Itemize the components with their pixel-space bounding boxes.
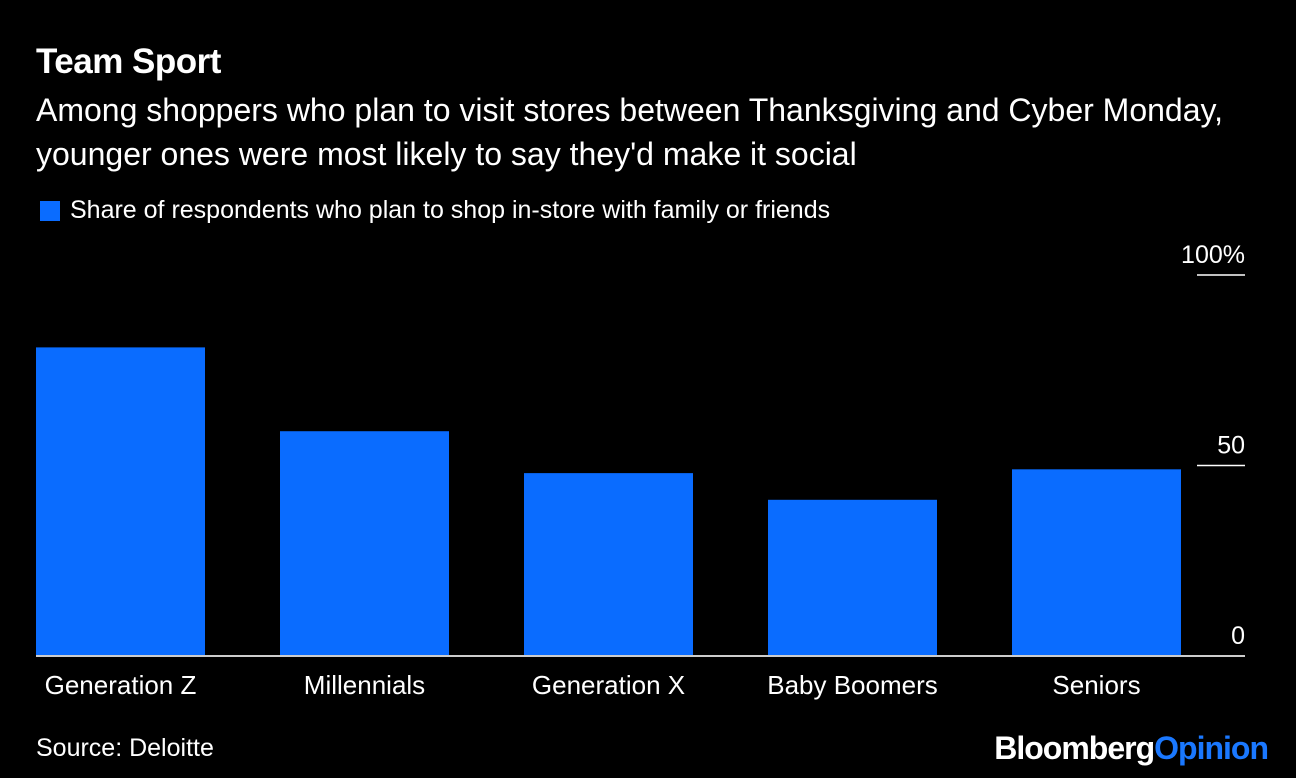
bar-baby-boomers [768,499,937,656]
x-tick-label: Baby Boomers [767,670,938,700]
logo-brand: Bloomberg [994,730,1155,766]
y-tick-label: 50 [1217,432,1245,460]
x-tick-label: Generation X [532,670,685,700]
x-tick-label: Millennials [304,670,425,700]
chart-subtitle: Among shoppers who plan to visit stores … [36,92,1224,172]
bar-generation-x [524,473,693,656]
y-tick-label: 100% [1181,241,1245,269]
x-tick-label: Generation Z [45,670,197,700]
legend-swatch [40,200,60,221]
chart-title: Team Sport [36,42,221,81]
x-tick-label: Seniors [1052,670,1140,700]
bar-generation-z [36,347,205,656]
bar-seniors [1012,469,1181,656]
legend-label: Share of respondents who plan to shop in… [70,196,831,224]
y-tick-label: 0 [1231,622,1245,650]
legend: Share of respondents who plan to shop in… [40,196,830,225]
source-note: Source: Deloitte [36,734,214,762]
y-axis: 0 50 100% [1181,241,1245,650]
bloomberg-opinion-logo: BloombergOpinion [994,730,1269,767]
x-axis-labels: Generation Z Millennials Generation X Baby … [45,670,1141,700]
logo-suffix: Opinion [1154,730,1269,766]
bars [36,347,1181,656]
bar-millennials [280,431,449,656]
